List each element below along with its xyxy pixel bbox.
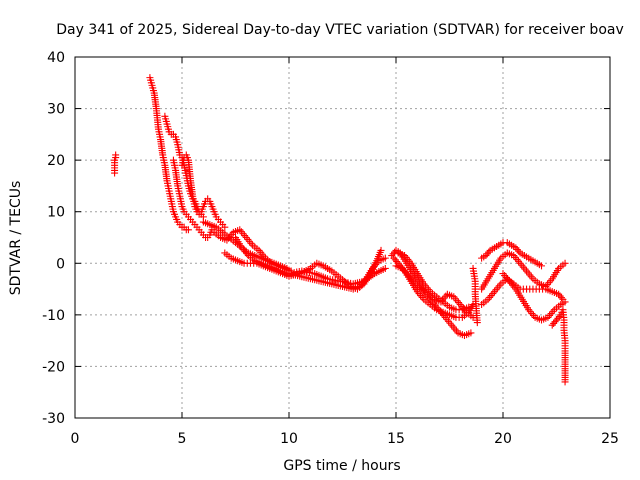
data-point	[467, 329, 475, 337]
y-tick-label: 40	[47, 50, 65, 66]
data-point	[184, 226, 192, 234]
x-tick-label: 15	[387, 431, 405, 447]
data-point	[557, 294, 565, 302]
y-tick-label: 10	[47, 205, 65, 221]
data-point	[369, 271, 377, 279]
y-tick-label: 20	[47, 153, 65, 169]
data-point	[365, 273, 373, 281]
data-point	[393, 258, 401, 266]
y-tick-label: -20	[42, 359, 65, 375]
plot-frame	[74, 56, 611, 419]
data-point	[221, 223, 229, 231]
x-axis-label: GPS time / hours	[283, 458, 400, 474]
data-point	[363, 275, 371, 283]
data-point	[381, 254, 389, 262]
data-point	[473, 319, 481, 327]
x-tick-label: 20	[494, 431, 512, 447]
data-point	[515, 247, 523, 255]
y-axis-label: SDTVAR / TECUs	[8, 181, 24, 296]
chart-title: Day 341 of 2025, Sidereal Day-to-day VTE…	[56, 22, 624, 38]
data-point	[538, 262, 546, 270]
data-point	[465, 303, 473, 311]
data-point	[377, 246, 385, 254]
x-tick-label: 5	[178, 431, 187, 447]
y-tick-label: 30	[47, 102, 65, 118]
y-tick-label: -10	[42, 308, 65, 324]
data-point	[381, 264, 389, 272]
data-point	[561, 298, 569, 306]
data-point	[485, 248, 493, 256]
axis-ticks: 0 5 10 15 20 25 -30 -20 -10 0 10 20 30 40	[42, 50, 619, 447]
data-marks	[111, 74, 569, 386]
data-point	[555, 313, 563, 321]
x-tick-label: 0	[71, 431, 80, 447]
data-point	[561, 378, 569, 386]
data-point	[360, 277, 368, 285]
x-tick-label: 25	[601, 431, 619, 447]
y-tick-label: 0	[56, 256, 65, 272]
data-point	[561, 259, 569, 267]
y-tick-label: -30	[42, 411, 65, 427]
x-tick-label: 10	[280, 431, 298, 447]
data-point	[112, 151, 120, 159]
